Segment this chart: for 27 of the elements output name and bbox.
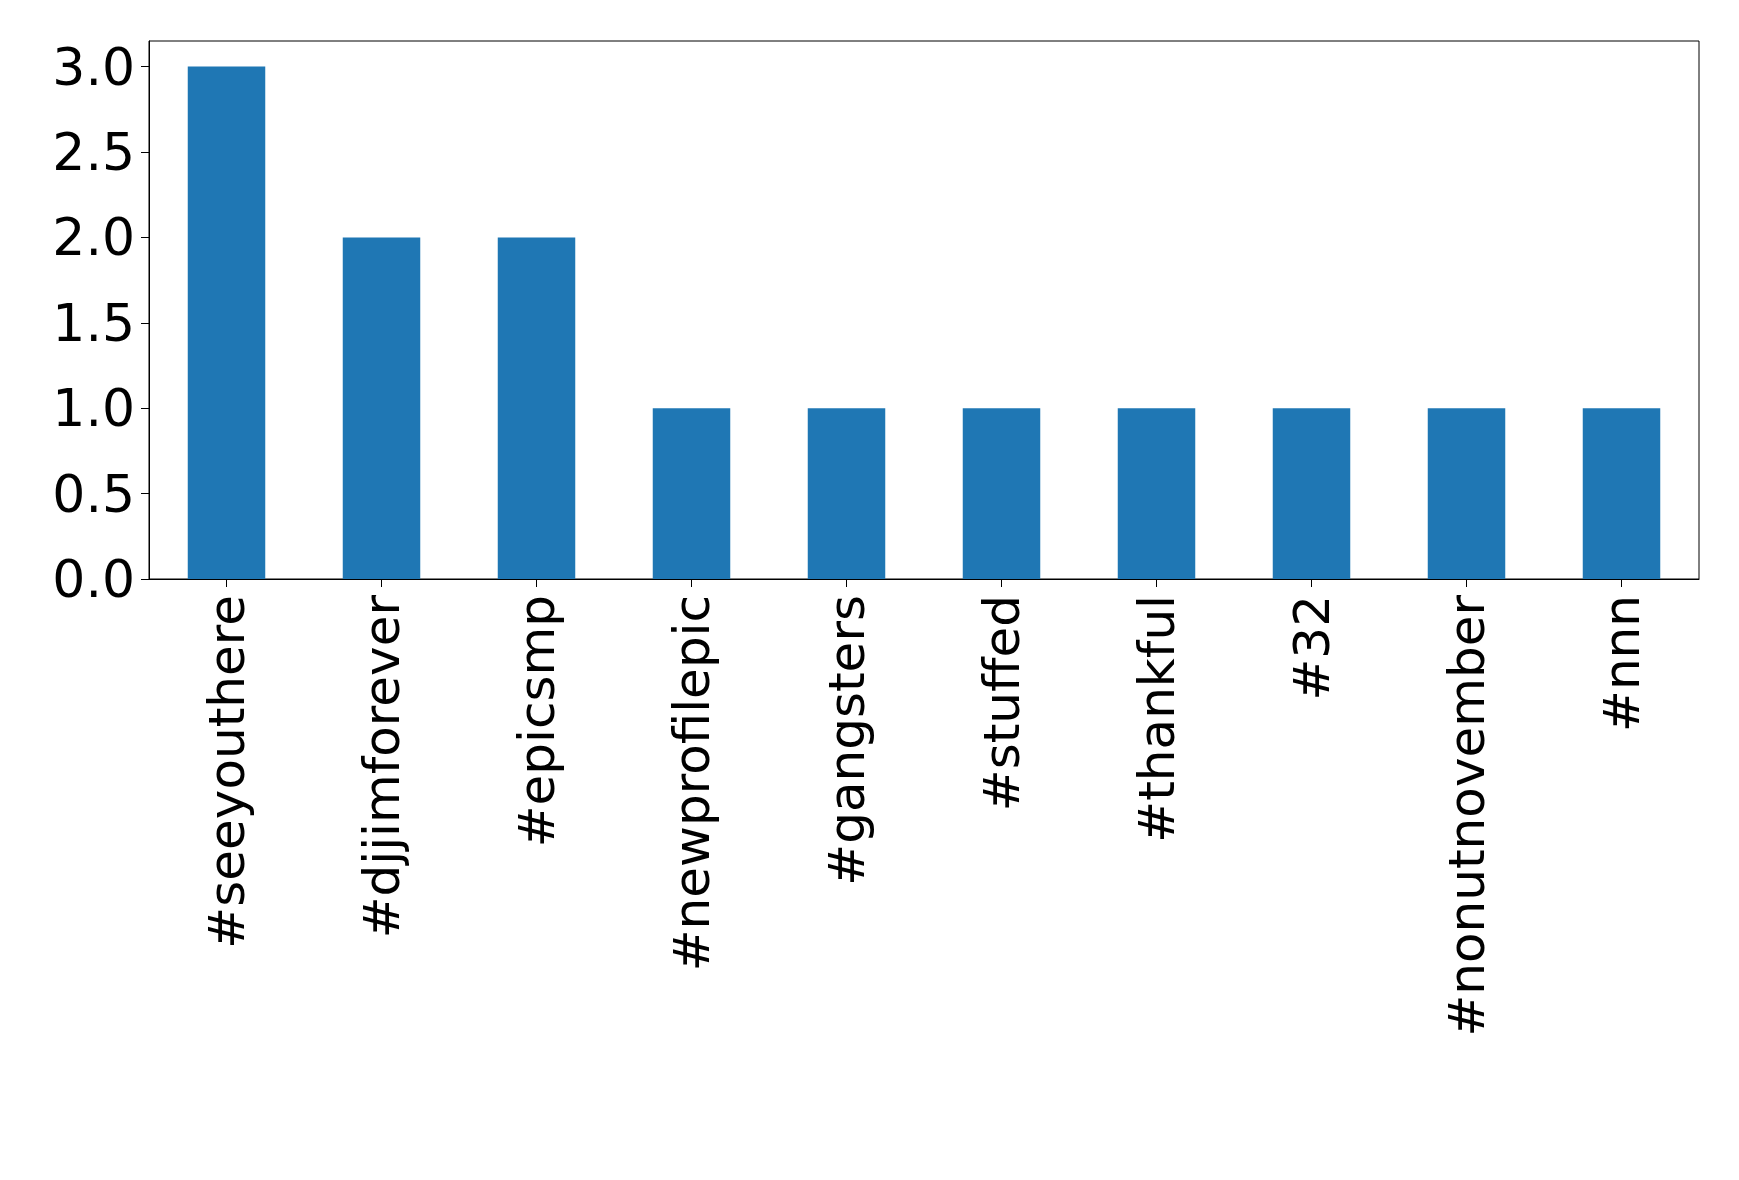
bar: [1582, 408, 1661, 579]
x-tick-label: #thankful: [1127, 595, 1186, 843]
x-tick-label: #seeyouthere: [197, 595, 256, 949]
y-tick-label: 2.0: [52, 207, 135, 268]
bar: [807, 408, 886, 579]
bar: [652, 408, 731, 579]
x-tick-label: #nnn: [1592, 595, 1651, 732]
y-tick-label: 2.5: [52, 122, 135, 183]
x-tick-label: #newprofilepic: [662, 595, 721, 972]
x-tick-label: #32: [1282, 595, 1341, 701]
bar: [1117, 408, 1196, 579]
y-tick-label: 0.0: [52, 549, 135, 609]
x-tick-label: #epicsmp: [507, 595, 566, 848]
bar: [497, 237, 576, 579]
x-tick-label: #stuffed: [972, 595, 1031, 812]
y-tick-label: 1.0: [52, 378, 135, 439]
x-tick-label: #gangsters: [817, 595, 876, 886]
bar: [187, 66, 266, 579]
y-tick-label: 0.5: [52, 463, 135, 524]
bar: [342, 237, 421, 579]
bar: [1427, 408, 1506, 579]
x-tick-label: #nonutnovember: [1437, 594, 1496, 1037]
x-tick-label: #djjimforever: [352, 594, 411, 939]
bar: [1272, 408, 1351, 579]
y-tick-label: 3.0: [52, 36, 135, 97]
bar: [962, 408, 1041, 579]
y-tick-label: 1.5: [52, 292, 135, 353]
